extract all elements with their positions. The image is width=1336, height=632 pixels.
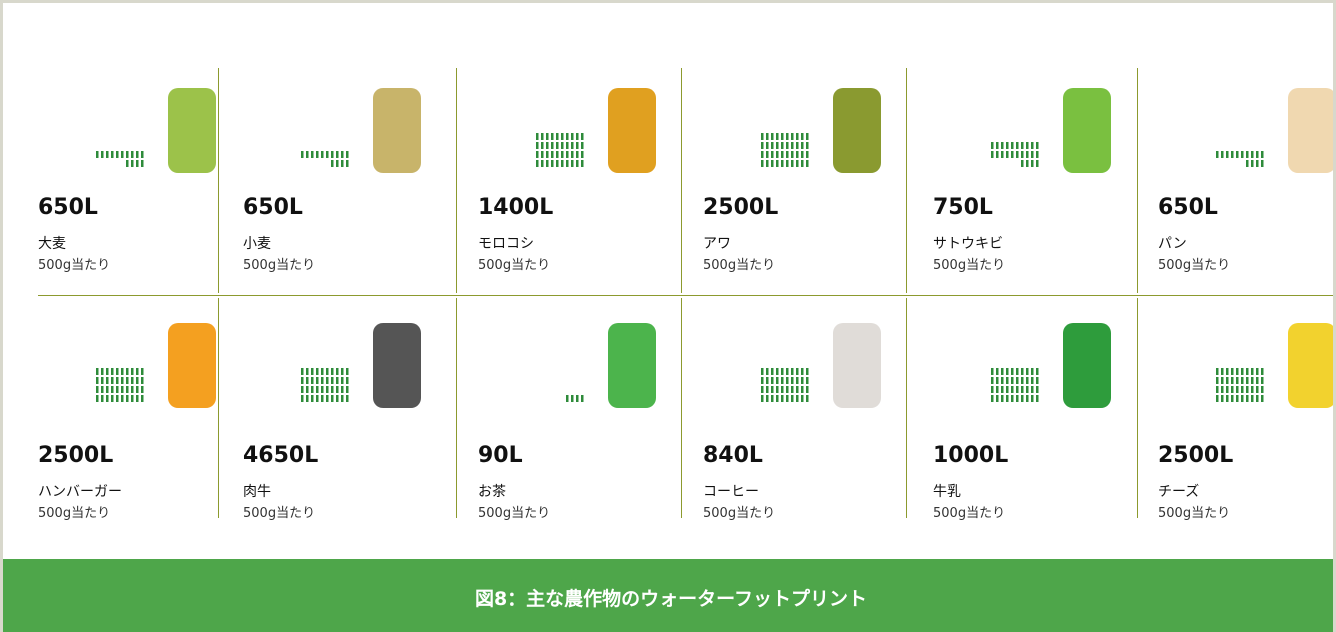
item-name: アワ [703,233,731,253]
item-name: お茶 [478,481,506,501]
amount: 4650L [243,443,318,468]
amount: 2500L [38,443,113,468]
item-name: パン [1158,233,1187,253]
unit-label: 500g当たり [478,254,550,273]
infographic: 図8：主な農作物のウォーターフットプリント 650L大麦500g当たり650L小… [0,0,1336,632]
unit-label: 500g当たり [703,502,775,521]
illustration [1198,68,1336,178]
unit-label: 500g当たり [933,254,1005,273]
unit-label: 500g当たり [478,502,550,521]
illustration [283,68,463,178]
item-name: モロコシ [478,233,534,253]
illustration [283,303,463,413]
item-name: 小麦 [243,233,271,253]
unit-label: 500g当たり [38,254,110,273]
illustration [973,303,1153,413]
illustration [518,68,698,178]
caption: 図8：主な農作物のウォーターフットプリント [3,559,1336,632]
illustration [518,303,698,413]
illustration [78,303,258,413]
unit-label: 500g当たり [1158,502,1230,521]
item-name: コーヒー [703,481,759,501]
item-name: 牛乳 [933,481,961,501]
illustration [743,303,923,413]
unit-label: 500g当たり [1158,254,1230,273]
amount: 650L [243,195,303,220]
amount: 650L [1158,195,1218,220]
unit-label: 500g当たり [38,502,110,521]
item-name: サトウキビ [933,233,1003,253]
amount: 1000L [933,443,1008,468]
amount: 2500L [703,195,778,220]
unit-label: 500g当たり [933,502,1005,521]
illustration [973,68,1153,178]
amount: 2500L [1158,443,1233,468]
illustration [743,68,923,178]
item-name: チーズ [1158,481,1199,501]
amount: 90L [478,443,523,468]
unit-label: 500g当たり [243,502,315,521]
divider [38,295,1333,296]
illustration [78,68,258,178]
illustration [1198,303,1336,413]
item-name: 肉牛 [243,481,271,501]
unit-label: 500g当たり [703,254,775,273]
amount: 650L [38,195,98,220]
amount: 750L [933,195,993,220]
item-name: 大麦 [38,233,66,253]
item-name: ハンバーガー [38,481,122,501]
unit-label: 500g当たり [243,254,315,273]
amount: 840L [703,443,763,468]
amount: 1400L [478,195,553,220]
